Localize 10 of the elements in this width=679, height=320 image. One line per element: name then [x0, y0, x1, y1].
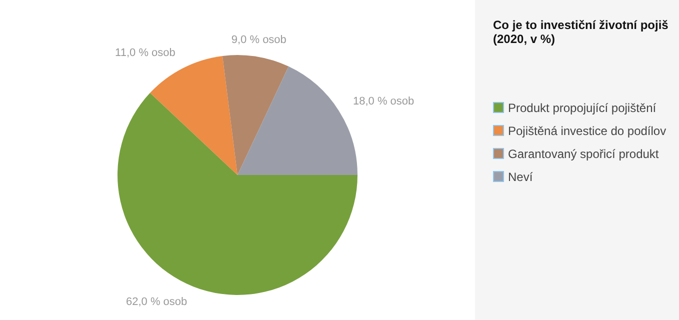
text: Co je to investiční životní pojiš	[493, 18, 670, 32]
legend-label: Neví	[508, 170, 533, 184]
data-label: 18,0 % osob	[353, 96, 414, 108]
legend-label: Pojištěná investice do podílov	[508, 124, 666, 138]
data-label: 11,0 % osob	[115, 47, 176, 60]
text: (2020, v %)	[493, 32, 556, 46]
legend-label: Produkt propojující pojištění	[508, 100, 656, 114]
data-label: 9,0 % osob	[231, 34, 286, 46]
data-label: 62,0 % osob	[126, 296, 188, 308]
legend-label: Garantovaný spořicí produkt	[508, 146, 659, 160]
